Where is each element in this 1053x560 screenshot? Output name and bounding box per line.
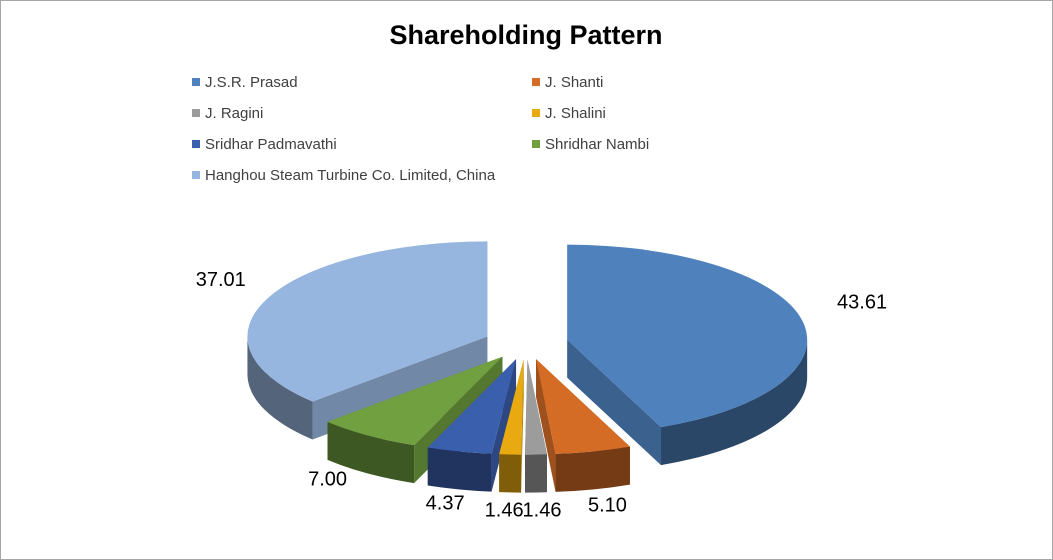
legend-item-shridhar-nambi: Shridhar Nambi — [532, 136, 649, 153]
legend-label: J.S.R. Prasad — [205, 74, 298, 91]
data-label-j-shalini: 1.46 — [485, 499, 524, 521]
legend-item-j-shalini: J. Shalini — [532, 105, 606, 122]
legend-swatch — [192, 109, 200, 117]
legend-swatch — [532, 140, 540, 148]
slice-j-shalini — [499, 359, 524, 493]
legend-item-j-ragini: J. Ragini — [192, 105, 263, 122]
slice-j-shanti — [536, 359, 630, 492]
slice-top — [499, 359, 524, 455]
legend-item-sridhar-padmavathi: Sridhar Padmavathi — [192, 136, 337, 153]
data-label-hanghou-steam-turbine-co-limited-china: 37.01 — [196, 269, 246, 291]
legend-item-hanghou-steam-turbine-co-limited-china: Hanghou Steam Turbine Co. Limited, China — [192, 167, 496, 184]
legend-label: J. Shalini — [545, 105, 606, 122]
slice-sridhar-padmavathi — [427, 359, 517, 492]
legend-swatch — [532, 109, 540, 117]
slice-outer-wall — [327, 421, 415, 484]
legend-label: Shridhar Nambi — [545, 136, 649, 153]
slice-top — [525, 359, 547, 455]
pie-slices — [247, 241, 808, 493]
data-label-j-shanti: 5.10 — [588, 494, 627, 516]
slice-top — [327, 356, 503, 446]
slice-top — [567, 244, 808, 428]
slice-outer-wall — [661, 339, 808, 466]
slice-outer-wall — [525, 454, 547, 493]
slice-j-s-r-prasad — [567, 244, 808, 466]
data-label-sridhar-padmavathi: 4.37 — [426, 492, 465, 514]
legend-swatch — [192, 140, 200, 148]
legend-item-j-s-r-prasad: J.S.R. Prasad — [192, 74, 298, 91]
slice-side-wall — [536, 359, 556, 492]
data-label-shridhar-nambi: 7.00 — [308, 468, 347, 490]
data-label-j-ragini: 1.46 — [523, 500, 562, 522]
chart-title: Shareholding Pattern — [389, 20, 662, 50]
legend-swatch — [192, 171, 200, 179]
legend-item-j-shanti: J. Shanti — [532, 74, 603, 91]
data-labels: 43.61 5.10 1.461.46 4.37 7.00 37.01 — [196, 269, 887, 521]
slice-top — [427, 359, 517, 454]
slice-j-ragini — [525, 359, 547, 493]
legend-label: J. Shanti — [545, 74, 603, 91]
slice-top — [536, 359, 630, 454]
legend-swatch — [532, 78, 540, 86]
legend-label: Hanghou Steam Turbine Co. Limited, China — [205, 167, 496, 184]
legend: J.S.R. Prasad J. Shanti J. Ragini J. Shalin… — [192, 74, 649, 184]
slice-side-wall — [567, 339, 662, 466]
data-label-j-s-r-prasad: 43.61 — [837, 292, 887, 314]
legend-swatch — [192, 78, 200, 86]
slice-outer-wall — [427, 447, 492, 492]
slice-outer-wall — [247, 336, 313, 440]
slice-outer-wall — [499, 454, 522, 493]
slice-outer-wall — [555, 446, 630, 492]
slice-top — [247, 241, 488, 402]
legend-label: Sridhar Padmavathi — [205, 136, 337, 153]
legend-label: J. Ragini — [205, 105, 263, 122]
